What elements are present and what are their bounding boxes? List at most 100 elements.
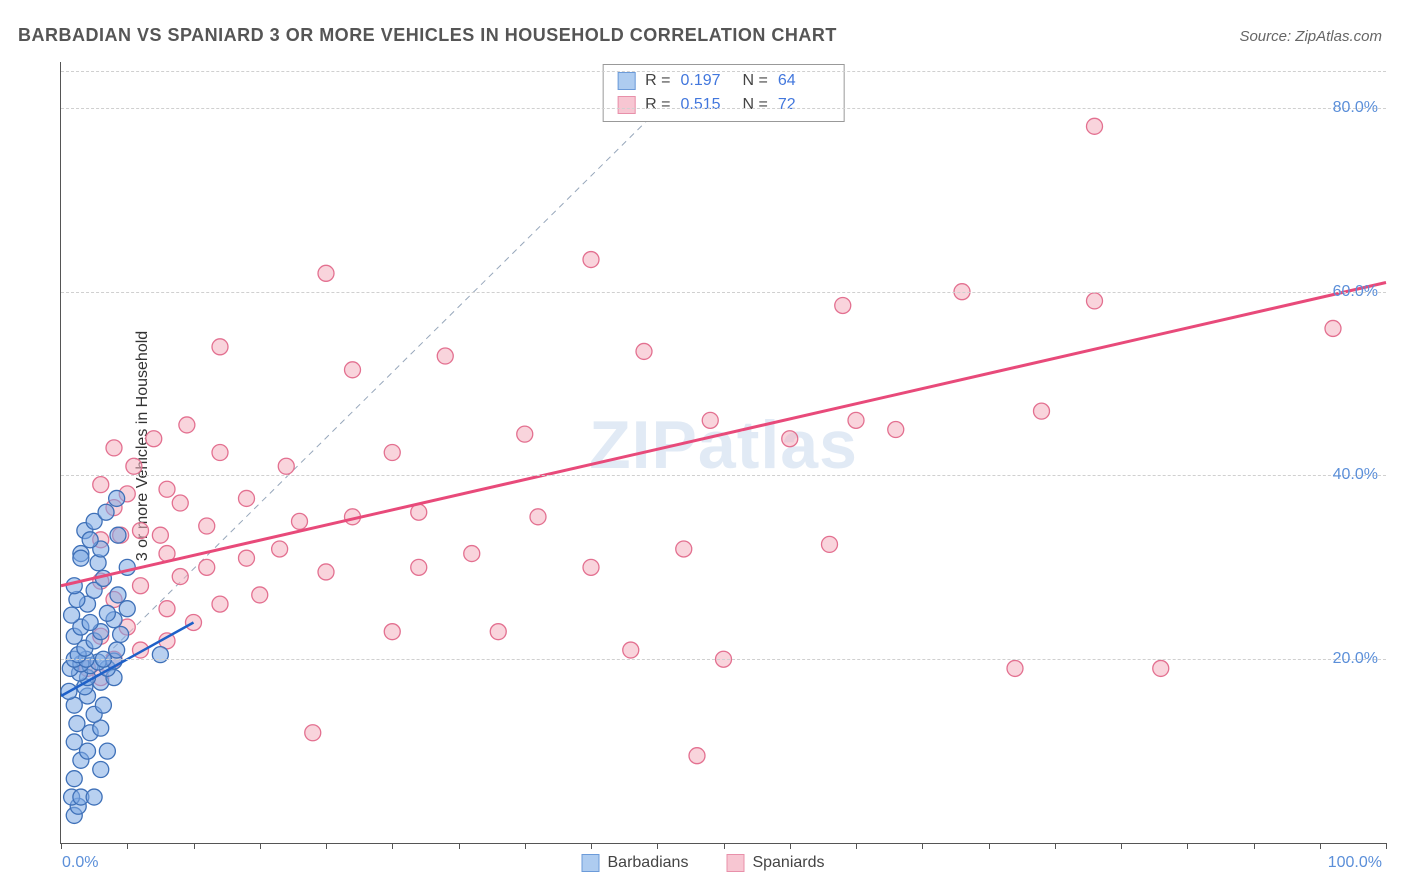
scatter-point — [384, 624, 400, 640]
scatter-point — [848, 412, 864, 428]
scatter-point — [583, 559, 599, 575]
scatter-point — [464, 546, 480, 562]
x-tick-mark — [989, 843, 990, 849]
scatter-point — [212, 339, 228, 355]
x-tick-mark — [657, 843, 658, 849]
scatter-svg — [61, 62, 1386, 843]
scatter-point — [199, 559, 215, 575]
scatter-point — [636, 343, 652, 359]
scatter-point — [93, 761, 109, 777]
scatter-point — [239, 550, 255, 566]
r-label: R = — [645, 93, 670, 117]
x-tick-mark — [61, 843, 62, 849]
legend-item: Spaniards — [726, 854, 824, 872]
r-value: 0.197 — [681, 69, 733, 93]
scatter-point — [146, 431, 162, 447]
x-tick-mark — [194, 843, 195, 849]
scatter-point — [73, 550, 89, 566]
y-tick-label: 60.0% — [1333, 283, 1378, 301]
scatter-point — [1325, 320, 1341, 336]
x-tick-mark — [1320, 843, 1321, 849]
scatter-point — [66, 734, 82, 750]
scatter-point — [109, 642, 125, 658]
scatter-point — [822, 536, 838, 552]
x-tick-mark — [922, 843, 923, 849]
gridline — [61, 659, 1386, 660]
scatter-point — [172, 569, 188, 585]
x-tick-mark — [127, 843, 128, 849]
scatter-point — [411, 559, 427, 575]
r-value: 0.515 — [681, 93, 733, 117]
scatter-point — [1153, 660, 1169, 676]
scatter-point — [133, 523, 149, 539]
x-tick-mark — [790, 843, 791, 849]
chart-title: BARBADIAN VS SPANIARD 3 OR MORE VEHICLES… — [18, 25, 837, 46]
scatter-point — [835, 297, 851, 313]
legend-item: Barbadians — [582, 854, 689, 872]
scatter-point — [676, 541, 692, 557]
x-tick-mark — [1121, 843, 1122, 849]
legend-swatch — [726, 854, 744, 872]
scatter-point — [239, 490, 255, 506]
legend-swatch — [617, 72, 635, 90]
scatter-point — [95, 697, 111, 713]
scatter-point — [689, 748, 705, 764]
scatter-point — [623, 642, 639, 658]
scatter-point — [110, 527, 126, 543]
scatter-point — [106, 440, 122, 456]
legend-swatch — [582, 854, 600, 872]
scatter-point — [1034, 403, 1050, 419]
stats-row: R =0.197N =64 — [617, 69, 830, 93]
chart-container: BARBADIAN VS SPANIARD 3 OR MORE VEHICLES… — [0, 0, 1406, 892]
x-tick-mark — [724, 843, 725, 849]
gridline — [61, 108, 1386, 109]
scatter-point — [199, 518, 215, 534]
stats-row: R = 0.515 N = 72 — [617, 93, 830, 117]
scatter-point — [318, 265, 334, 281]
scatter-point — [82, 614, 98, 630]
scatter-point — [159, 481, 175, 497]
scatter-point — [82, 532, 98, 548]
scatter-point — [152, 527, 168, 543]
gridline — [61, 292, 1386, 293]
x-tick-min: 0.0% — [62, 854, 98, 872]
y-tick-label: 40.0% — [1333, 466, 1378, 484]
scatter-point — [702, 412, 718, 428]
stats-legend-box: R = 0.197 N = 64R = 0.515 N = 72 — [602, 64, 845, 122]
scatter-point — [99, 743, 115, 759]
scatter-point — [530, 509, 546, 525]
scatter-point — [172, 495, 188, 511]
scatter-point — [583, 252, 599, 268]
scatter-point — [318, 564, 334, 580]
scatter-point — [109, 490, 125, 506]
scatter-point — [384, 445, 400, 461]
legend-label: Spaniards — [752, 854, 824, 872]
scatter-point — [179, 417, 195, 433]
scatter-point — [119, 601, 135, 617]
legend-label: Barbadians — [608, 854, 689, 872]
scatter-point — [278, 458, 294, 474]
scatter-point — [292, 513, 308, 529]
scatter-point — [252, 587, 268, 603]
scatter-point — [99, 605, 115, 621]
gridline — [61, 475, 1386, 476]
trend-line — [61, 283, 1386, 586]
scatter-point — [1087, 118, 1103, 134]
scatter-point — [272, 541, 288, 557]
scatter-point — [98, 504, 114, 520]
n-value: 72 — [778, 93, 830, 117]
n-label: N = — [743, 69, 768, 93]
scatter-point — [152, 647, 168, 663]
scatter-point — [212, 445, 228, 461]
legend-swatch — [617, 96, 635, 114]
n-label: N = — [743, 93, 768, 117]
scatter-point — [133, 578, 149, 594]
scatter-point — [69, 716, 85, 732]
n-value: 64 — [778, 69, 830, 93]
x-tick-mark — [260, 843, 261, 849]
x-tick-max: 100.0% — [1328, 854, 1382, 872]
scatter-point — [64, 607, 80, 623]
x-tick-mark — [1187, 843, 1188, 849]
x-tick-mark — [392, 843, 393, 849]
x-tick-mark — [1386, 843, 1387, 849]
